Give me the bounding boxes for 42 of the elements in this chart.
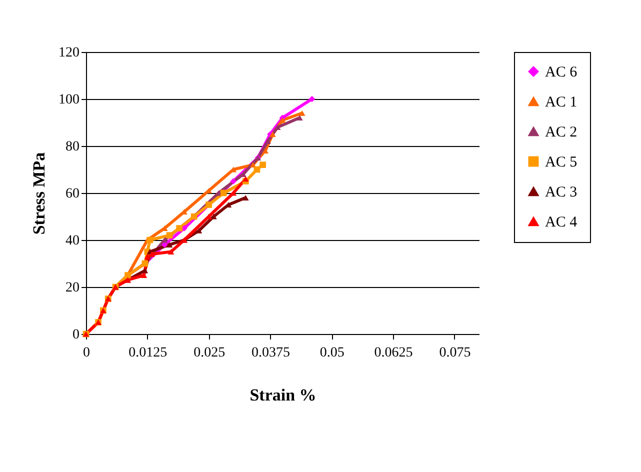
point bbox=[264, 138, 271, 144]
x-axis-title: Strain % bbox=[250, 386, 316, 404]
point bbox=[140, 272, 148, 278]
point bbox=[308, 96, 316, 102]
point bbox=[230, 178, 237, 184]
y-axis-title: Stress MPa bbox=[30, 152, 48, 235]
point bbox=[142, 268, 148, 274]
y-tick-label: 40 bbox=[66, 234, 80, 248]
point bbox=[144, 254, 151, 260]
y-tick-label: 120 bbox=[58, 46, 80, 60]
point bbox=[161, 242, 168, 248]
point bbox=[166, 232, 173, 238]
point bbox=[242, 176, 249, 182]
point bbox=[296, 115, 303, 121]
point bbox=[262, 148, 268, 154]
x-tick-label: 0 bbox=[83, 346, 90, 360]
y-tick-label: 0 bbox=[72, 328, 80, 342]
point bbox=[242, 194, 249, 200]
point bbox=[270, 132, 276, 137]
legend-label: AC 3 bbox=[545, 184, 578, 200]
legend-label: AC 2 bbox=[545, 124, 578, 140]
legend-label: AC 1 bbox=[545, 94, 578, 110]
point bbox=[176, 225, 182, 232]
legend-label: AC 5 bbox=[545, 154, 578, 170]
y-tick-label: 60 bbox=[66, 186, 80, 202]
y-tick-label: 20 bbox=[66, 280, 80, 296]
legend-label: AC 6 bbox=[545, 64, 578, 80]
x-tick-label: 0.05 bbox=[320, 346, 344, 360]
point bbox=[298, 110, 306, 116]
legend-label: AC 4 bbox=[545, 214, 578, 230]
y-tick-label: 80 bbox=[66, 140, 80, 154]
x-tick-label: 0.0375 bbox=[251, 346, 290, 360]
point bbox=[260, 162, 266, 168]
x-tick-label: 0.0125 bbox=[128, 346, 168, 360]
point bbox=[168, 249, 174, 254]
point bbox=[220, 190, 227, 196]
point bbox=[166, 242, 173, 248]
point bbox=[146, 236, 154, 244]
y-tick-label: 100 bbox=[58, 92, 80, 108]
x-tick-label: 0.075 bbox=[439, 346, 471, 360]
x-tick-label: 0.0625 bbox=[374, 346, 413, 360]
x-tick-label: 0.025 bbox=[194, 346, 226, 360]
